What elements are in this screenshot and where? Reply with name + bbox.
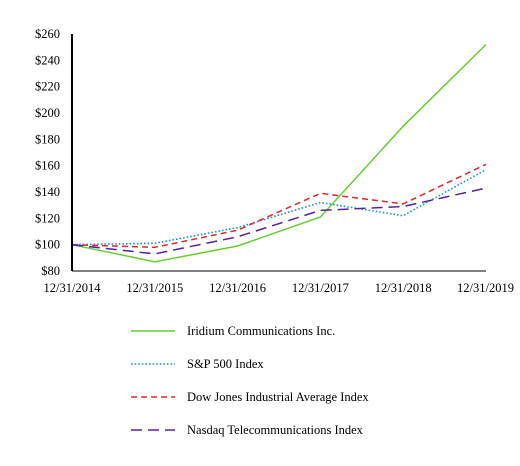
legend-item: Iridium Communications Inc. (131, 324, 335, 338)
x-tick-label: 12/31/2018 (375, 281, 432, 295)
series-line (71, 163, 487, 249)
legend-label: S&P 500 Index (187, 357, 264, 371)
x-tick-label: 12/31/2015 (126, 281, 183, 295)
legend-label: Nasdaq Telecommunications Index (187, 423, 364, 437)
y-tick-label: $120 (35, 211, 60, 225)
y-axis-ticks: $80 $100 $120 $140 $160 $180 $200 $220 $240 $260 (35, 27, 60, 278)
series-line (71, 187, 487, 255)
x-tick-label: 12/31/2017 (292, 281, 349, 295)
y-tick-label: $100 (35, 238, 60, 252)
series-line (71, 43, 487, 263)
legend: Iridium Communications Inc. S&P 500 Index… (131, 324, 369, 437)
y-tick-label: $220 (35, 80, 60, 94)
x-tick-label: 12/31/2014 (44, 281, 102, 295)
x-axis-ticks: 12/31/2014 12/31/2015 12/31/2016 12/31/2017… (44, 281, 514, 295)
legend-label: Dow Jones Industrial Average Index (187, 390, 369, 404)
legend-item: S&P 500 Index (131, 357, 264, 371)
y-tick-label: $260 (35, 27, 60, 41)
y-tick-label: $240 (35, 53, 60, 67)
series-lines (71, 43, 487, 263)
legend-label: Iridium Communications Inc. (187, 324, 335, 338)
y-tick-label: $80 (41, 264, 60, 278)
y-tick-label: $140 (35, 185, 60, 199)
y-tick-label: $180 (35, 132, 60, 146)
x-tick-label: 12/31/2019 (457, 281, 514, 295)
legend-item: Dow Jones Industrial Average Index (131, 390, 369, 404)
y-tick-label: $160 (35, 159, 60, 173)
x-tick-label: 12/31/2016 (209, 281, 266, 295)
y-tick-label: $200 (35, 106, 60, 120)
legend-item: Nasdaq Telecommunications Index (131, 423, 364, 437)
series-line (71, 168, 487, 246)
